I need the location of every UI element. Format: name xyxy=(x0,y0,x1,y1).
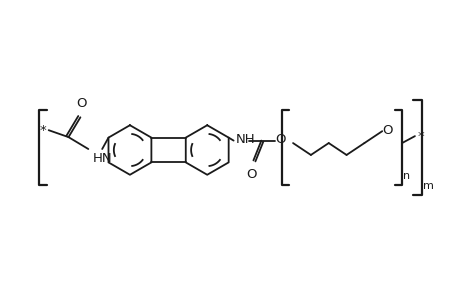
Text: n: n xyxy=(402,171,409,181)
Text: NH: NH xyxy=(235,133,255,146)
Text: m: m xyxy=(422,181,433,190)
Text: O: O xyxy=(76,98,86,110)
Text: O: O xyxy=(246,168,256,181)
Text: HN: HN xyxy=(92,152,112,165)
Text: O: O xyxy=(381,124,392,137)
Text: *: * xyxy=(40,124,47,137)
Text: *: * xyxy=(417,130,424,142)
Text: O: O xyxy=(274,133,285,146)
